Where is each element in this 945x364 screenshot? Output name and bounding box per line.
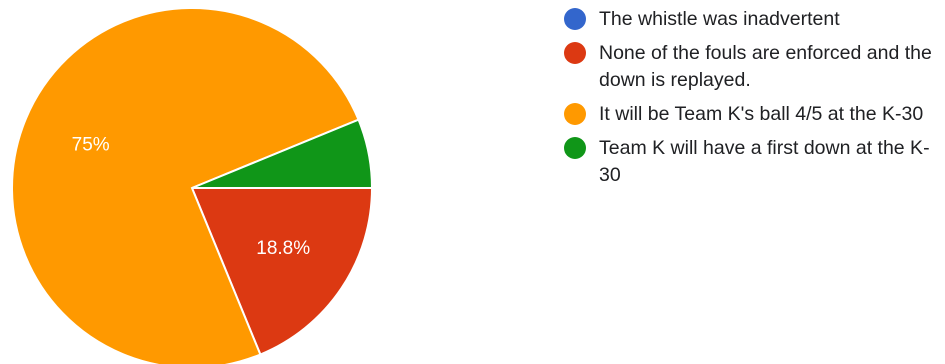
legend-swatch-blue xyxy=(564,8,586,30)
legend-label: Team K will have a first down at the K-3… xyxy=(599,137,930,186)
pie-slice-3[interactable] xyxy=(191,118,374,189)
slice-label-1: 18.8% xyxy=(256,238,310,259)
pie-slice-1[interactable] xyxy=(190,187,374,356)
legend-item-inadvertent-whistle[interactable]: The whistle was inadvertent xyxy=(564,6,940,33)
legend-label: The whistle was inadvertent xyxy=(599,8,840,30)
legend-label: It will be Team K's ball 4/5 at the K-30 xyxy=(599,103,924,125)
legend: The whistle was inadvertent None of the … xyxy=(564,6,940,196)
legend-label: None of the fouls are enforced and the d… xyxy=(599,42,932,91)
legend-swatch-orange xyxy=(564,103,586,125)
legend-swatch-green xyxy=(564,137,586,159)
legend-item-team-k-ball-4-5[interactable]: It will be Team K's ball 4/5 at the K-30 xyxy=(564,101,940,128)
pie-chart: 18.8% 75% xyxy=(11,7,374,364)
slice-label-2: 75% xyxy=(72,135,110,156)
legend-swatch-red xyxy=(564,42,586,64)
pie-slice-2[interactable] xyxy=(11,7,360,364)
legend-item-fouls-not-enforced[interactable]: None of the fouls are enforced and the d… xyxy=(564,40,940,94)
legend-item-team-k-first-down[interactable]: Team K will have a first down at the K-3… xyxy=(564,135,940,189)
